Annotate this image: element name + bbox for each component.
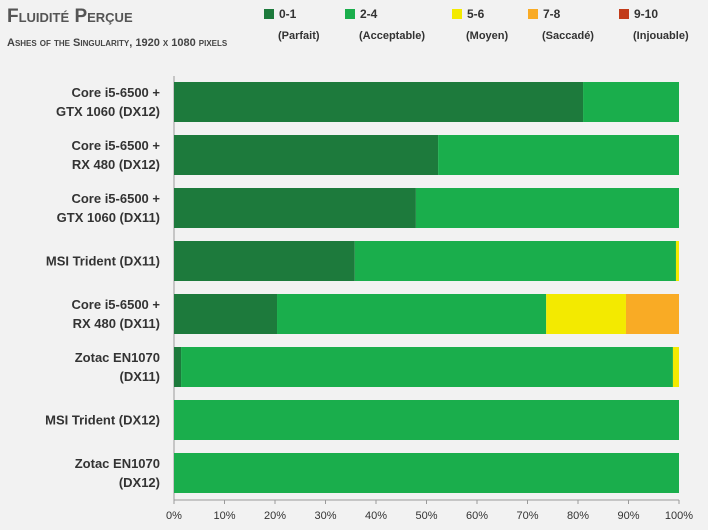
category-label: Core i5-6500 + GTX 1060 (DX11)	[56, 191, 160, 225]
legend-label: 9-10	[634, 7, 658, 21]
bar-segment	[174, 241, 355, 281]
chart-title: Fluidité Perçue	[7, 6, 133, 27]
bar-segment	[174, 400, 679, 440]
category-label: Zotac EN1070 (DX11)	[74, 350, 160, 384]
x-tick-label: 0%	[166, 510, 182, 522]
legend-swatch	[264, 9, 274, 19]
x-tick-label: 40%	[365, 510, 387, 522]
bar-segment	[277, 294, 547, 334]
x-tick-label: 20%	[264, 510, 286, 522]
legend-label: 5-6	[467, 7, 485, 21]
bar-segment	[181, 347, 673, 387]
legend-swatch	[528, 9, 538, 19]
category-label: MSI Trident (DX11)	[45, 253, 160, 269]
legend-label: 0-1	[279, 7, 297, 21]
bar-segment	[174, 453, 679, 493]
legend-swatch	[619, 9, 629, 19]
x-tick-label: 100%	[665, 510, 693, 522]
legend-label: 7-8	[543, 7, 561, 21]
legend-description: (Parfait)	[278, 30, 320, 42]
category-label: Zotac EN1070 (DX12)	[74, 456, 160, 490]
x-tick-label: 60%	[466, 510, 488, 522]
bar-segment	[174, 188, 416, 228]
x-tick-label: 30%	[314, 510, 336, 522]
category-label: Core i5-6500 + GTX 1060 (DX12)	[55, 85, 160, 119]
x-tick-label: 80%	[567, 510, 589, 522]
x-tick-label: 50%	[415, 510, 437, 522]
category-label: Core i5-6500 + RX 480 (DX11)	[71, 297, 160, 331]
x-tick-label: 70%	[516, 510, 538, 522]
bar-segment	[174, 82, 584, 122]
bar-segment	[174, 347, 182, 387]
bar-segment	[625, 294, 679, 334]
category-label: MSI Trident (DX12)	[45, 412, 160, 428]
bar-segment	[583, 82, 679, 122]
bar-segment	[415, 188, 679, 228]
bar-segment	[675, 241, 679, 281]
bar-segment	[174, 294, 278, 334]
legend-description: (Injouable)	[633, 30, 689, 42]
category-label: Core i5-6500 + RX 480 (DX12)	[71, 138, 160, 172]
x-tick-label: 90%	[617, 510, 639, 522]
legend-swatch	[452, 9, 462, 19]
legend-swatch	[345, 9, 355, 19]
legend-description: (Saccadé)	[542, 30, 594, 42]
bar-segment	[438, 135, 679, 175]
bar-segment	[174, 135, 439, 175]
legend-label: 2-4	[360, 7, 378, 21]
bar-segment	[672, 347, 679, 387]
chart-subtitle: Ashes of the Singularity, 1920 x 1080 pi…	[7, 37, 228, 49]
legend-description: (Moyen)	[466, 30, 509, 42]
legend-description: (Acceptable)	[359, 30, 425, 42]
bar-segment	[354, 241, 676, 281]
x-tick-label: 10%	[213, 510, 235, 522]
bar-segment	[546, 294, 626, 334]
